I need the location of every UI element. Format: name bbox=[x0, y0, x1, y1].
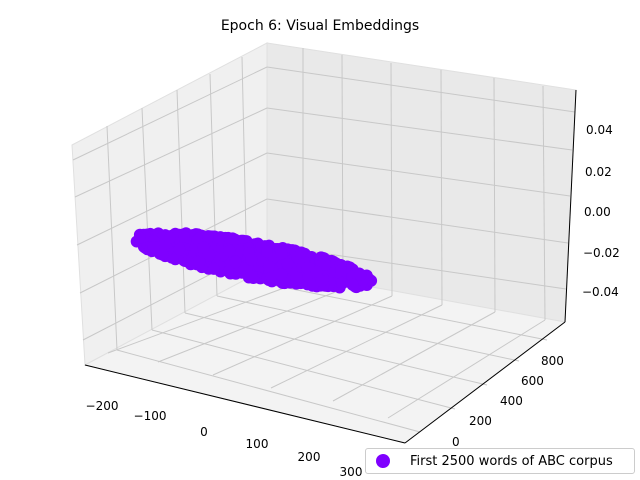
x-tick-label: 100 bbox=[246, 437, 269, 451]
scatter-point bbox=[133, 231, 146, 244]
y-tick-label: 600 bbox=[521, 374, 544, 388]
scatter-point bbox=[202, 231, 214, 244]
z-tick-label: 0.00 bbox=[584, 205, 611, 219]
legend-label: First 2500 words of ABC corpus bbox=[410, 453, 613, 469]
scatter-point bbox=[207, 262, 220, 275]
scatter-point bbox=[295, 246, 308, 259]
z-tick-label: −0.04 bbox=[582, 285, 619, 299]
scatter-point bbox=[263, 260, 275, 273]
scatter-point bbox=[193, 256, 206, 269]
scatter-point bbox=[197, 241, 210, 254]
x-tick-label: 0 bbox=[200, 425, 208, 439]
scatter-point bbox=[354, 269, 367, 281]
scatter-point bbox=[301, 261, 314, 274]
axis-lines bbox=[84, 89, 577, 444]
scatter-point bbox=[245, 270, 258, 283]
z-tick-label: 0.04 bbox=[586, 123, 613, 137]
x-tick-label: −100 bbox=[134, 409, 167, 423]
scatter-point bbox=[335, 264, 348, 277]
scatter-point bbox=[213, 232, 226, 245]
z-tick-label: −0.02 bbox=[583, 246, 620, 260]
scatter-point bbox=[310, 265, 323, 278]
scatter-point bbox=[163, 232, 176, 244]
scatter-point bbox=[223, 244, 236, 257]
x-tick-label: 200 bbox=[298, 450, 321, 464]
scatter-point bbox=[156, 248, 169, 261]
y-tick-label: 800 bbox=[541, 354, 564, 368]
x-tick-label: 300 bbox=[340, 465, 363, 479]
scatter-point bbox=[281, 258, 294, 271]
scatter-point bbox=[178, 230, 190, 243]
scatter-point bbox=[315, 274, 328, 287]
scatter-series bbox=[130, 227, 378, 294]
y-tick-labels: 0 200 400 600 800 bbox=[452, 354, 564, 449]
scatter-point bbox=[275, 247, 288, 260]
scatter-point bbox=[346, 278, 359, 291]
scatter-point bbox=[275, 268, 288, 281]
scatter-point bbox=[184, 256, 197, 269]
scatter-point bbox=[169, 253, 182, 266]
y-tick-label: 0 bbox=[452, 435, 460, 449]
z-tick-labels: −0.04 −0.02 0.00 0.02 0.04 bbox=[582, 123, 620, 299]
scatter-point bbox=[261, 245, 273, 258]
z-tick-label: 0.02 bbox=[585, 165, 612, 179]
scatter-point bbox=[336, 277, 349, 290]
chart-title: Epoch 6: Visual Embeddings bbox=[221, 18, 419, 34]
y-tick-label: 400 bbox=[500, 394, 523, 408]
scatter-point bbox=[147, 240, 160, 253]
scatter-point bbox=[173, 243, 186, 256]
x-tick-label: −200 bbox=[86, 399, 119, 413]
scatter-point bbox=[290, 271, 303, 284]
legend: First 2500 words of ABC corpus bbox=[365, 448, 635, 474]
scatter-point bbox=[226, 232, 239, 245]
scatter-point bbox=[229, 256, 242, 269]
y-tick-label: 200 bbox=[469, 414, 492, 428]
scatter-point bbox=[265, 270, 278, 283]
legend-marker bbox=[376, 454, 390, 468]
scatter-point bbox=[245, 253, 258, 266]
x-tick-labels: −200 −100 0 100 200 300 bbox=[86, 399, 363, 479]
